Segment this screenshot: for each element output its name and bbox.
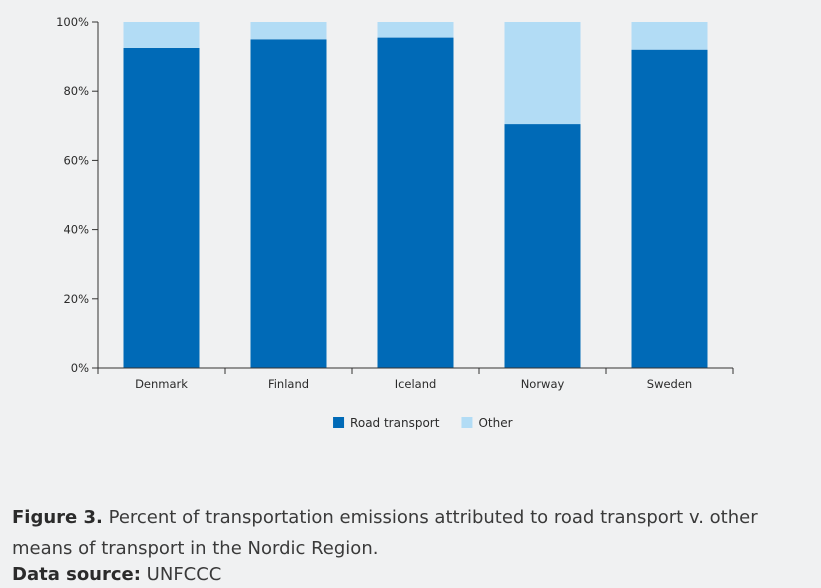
y-axis: 0% 20% 40% 60% 80% 100% [56,15,99,375]
caption-label: Figure 3. [12,507,103,528]
bar-other-iceland [377,22,454,38]
bar-road-transport-finland [250,39,327,369]
bar-road-transport-sweden [631,49,708,369]
source-text: UNFCCC [140,564,222,585]
legend-label: Other [478,416,512,430]
x-tick-label: Finland [268,377,309,391]
x-tick-label: Norway [521,377,565,391]
legend-label: Road transport [350,416,440,430]
y-tick-label: 0% [71,361,89,375]
x-tick-label: Iceland [395,377,437,391]
bar-other-norway [504,22,581,125]
bar-other-finland [250,22,327,40]
bar-other-sweden [631,22,708,50]
bar-road-transport-iceland [377,37,454,368]
legend-swatch-road-transport [333,417,345,428]
legend: Road transport Other [333,416,513,430]
bar-road-transport-norway [504,124,581,368]
figure-caption: Figure 3. Percent of transportation emis… [12,502,812,564]
x-tick-label: Sweden [647,377,692,391]
bar-road-transport-denmark [123,47,200,368]
bars [123,22,708,369]
source-label: Data source: [12,564,141,585]
y-tick-label: 80% [63,84,89,98]
caption-text: Percent of transportation emissions attr… [12,507,758,559]
legend-swatch-other [461,417,473,428]
x-tick-label: Denmark [135,377,188,391]
data-source: Data source: UNFCCC [12,563,221,587]
stacked-bar-chart: 0% 20% 40% 60% 80% 100% Denmark Finland Iceland… [56,15,734,430]
y-tick-label: 100% [56,15,89,29]
bar-other-denmark [123,22,200,48]
y-tick-label: 40% [63,223,89,237]
x-axis: Denmark Finland Iceland Norway Sweden [97,367,734,391]
y-tick-label: 20% [63,292,89,306]
y-tick-label: 60% [63,153,89,167]
